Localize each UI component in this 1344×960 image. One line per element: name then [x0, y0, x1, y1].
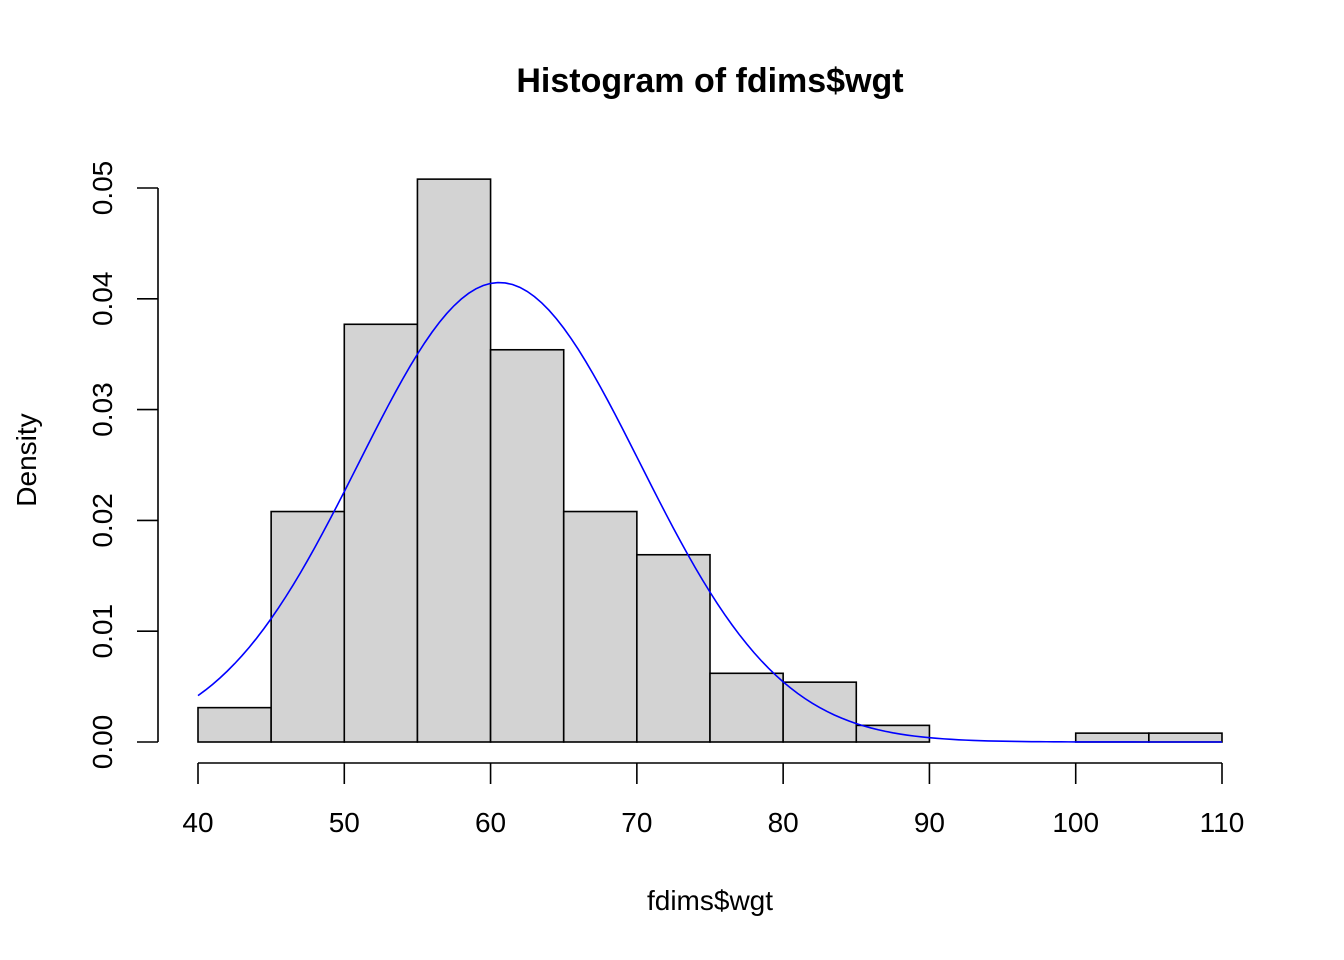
x-axis-label: fdims$wgt: [647, 885, 773, 916]
y-axis-label: Density: [11, 413, 42, 506]
histogram-bar: [343, 323, 419, 743]
histogram-bar: [1148, 732, 1223, 743]
histogram-bar: [270, 510, 346, 743]
histogram-bars: [197, 178, 1223, 743]
histogram-bar: [1074, 732, 1150, 743]
chart-title: Histogram of fdims$wgt: [516, 62, 903, 100]
y-axis: 0.00 0.01 0.02 0.03 0.04 0.05: [87, 161, 159, 770]
histogram-bar: [489, 348, 565, 743]
x-tick-label: 60: [475, 807, 506, 838]
x-axis: 40 50 60 70 80 90 100 110: [182, 762, 1245, 838]
y-tick-label: 0.05: [87, 161, 118, 216]
histogram-bar: [855, 724, 931, 743]
x-tick-label: 80: [768, 807, 799, 838]
histogram-bar: [562, 510, 638, 743]
y-tick-label: 0.04: [87, 272, 118, 327]
y-tick-label: 0.02: [87, 493, 118, 548]
density-curve: [197, 281, 1222, 743]
y-tick-label: 0.00: [87, 715, 118, 770]
histogram-bar: [709, 672, 784, 743]
y-tick-label: 0.03: [87, 382, 118, 437]
histogram-bar: [416, 178, 492, 743]
x-tick-label: 110: [1200, 807, 1245, 838]
x-tick-label: 40: [182, 807, 213, 838]
x-tick-label: 50: [329, 807, 360, 838]
x-tick-label: 90: [914, 807, 945, 838]
histogram-bar: [197, 706, 272, 743]
x-tick-label: 100: [1052, 807, 1099, 838]
x-tick-label: 70: [621, 807, 652, 838]
histogram-bar: [636, 553, 711, 743]
y-tick-label: 0.01: [87, 604, 118, 659]
